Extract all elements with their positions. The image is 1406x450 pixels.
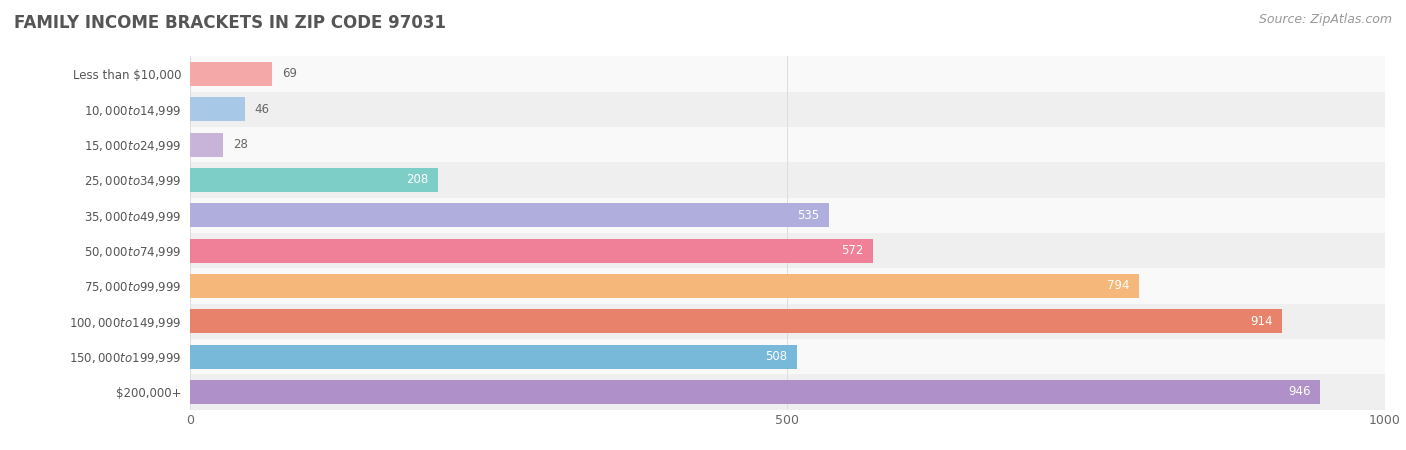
Bar — [190, 339, 1385, 374]
Text: 914: 914 — [1250, 315, 1272, 328]
Text: 535: 535 — [797, 209, 820, 222]
Bar — [190, 198, 1385, 233]
Text: FAMILY INCOME BRACKETS IN ZIP CODE 97031: FAMILY INCOME BRACKETS IN ZIP CODE 97031 — [14, 14, 446, 32]
Bar — [190, 62, 273, 86]
Bar — [190, 162, 1385, 198]
Bar — [190, 380, 1320, 404]
Bar — [190, 238, 873, 262]
Bar — [190, 168, 439, 192]
Text: Source: ZipAtlas.com: Source: ZipAtlas.com — [1258, 14, 1392, 27]
Text: 69: 69 — [281, 68, 297, 81]
Bar — [190, 274, 1139, 298]
Bar — [190, 97, 245, 121]
Bar — [190, 233, 1385, 268]
Text: 46: 46 — [254, 103, 270, 116]
Bar — [190, 56, 1385, 92]
Bar — [190, 345, 797, 369]
Bar — [190, 203, 830, 227]
Bar — [190, 268, 1385, 303]
Text: 508: 508 — [765, 350, 787, 363]
Text: 946: 946 — [1288, 385, 1310, 398]
Text: 572: 572 — [841, 244, 863, 257]
Bar — [190, 309, 1282, 333]
Bar — [190, 303, 1385, 339]
Bar — [190, 133, 224, 157]
Bar — [190, 92, 1385, 127]
Text: 208: 208 — [406, 173, 429, 186]
Text: 794: 794 — [1107, 279, 1129, 292]
Bar — [190, 127, 1385, 162]
Bar — [190, 374, 1385, 410]
Text: 28: 28 — [233, 138, 247, 151]
